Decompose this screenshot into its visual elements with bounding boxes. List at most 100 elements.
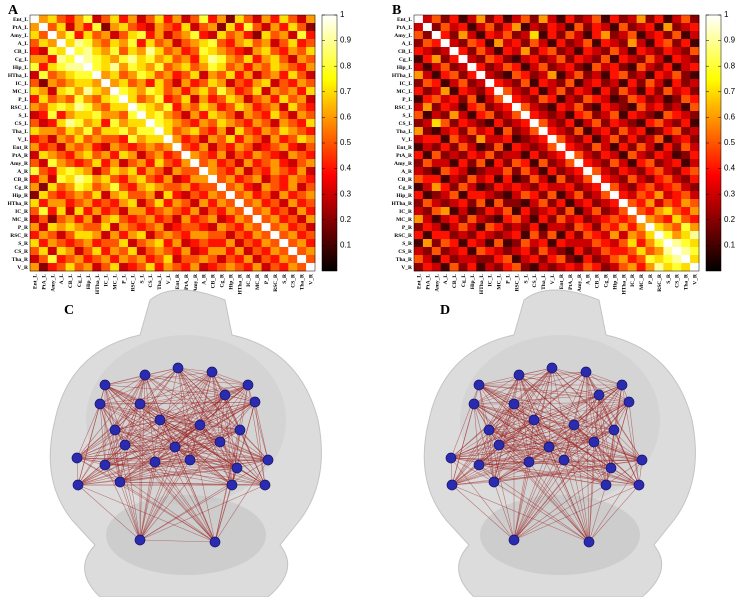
heatmap-cell [38, 223, 49, 232]
heatmap-cell [592, 103, 602, 112]
heatmap-cell [47, 15, 58, 24]
heatmap-cell [65, 111, 75, 120]
heatmap-cell [30, 247, 40, 256]
heatmap-cell [119, 23, 129, 32]
heatmap-cell [485, 255, 495, 264]
heatmap-cell [261, 31, 271, 40]
heatmap-cell [556, 239, 566, 248]
heatmap-cell [56, 151, 66, 160]
colorbar-tick-label: 0.8 [724, 61, 736, 70]
heatmap-cell [672, 119, 682, 128]
heatmap-cell [476, 231, 486, 240]
heatmap-cell [627, 23, 637, 32]
network-edge [154, 461, 266, 486]
network-node [528, 414, 540, 426]
x-tick-label: IC_R [630, 273, 636, 287]
heatmap-cell [414, 135, 424, 144]
heatmap-cell [252, 127, 262, 136]
heatmap-cell [270, 135, 280, 144]
heatmap-cell [101, 135, 111, 144]
heatmap-cell [65, 223, 75, 232]
heatmap-cell [583, 175, 593, 184]
heatmap-cell [654, 247, 664, 256]
heatmap-cell [101, 23, 111, 32]
heatmap-cell [414, 175, 424, 184]
network-edge [478, 384, 630, 403]
heatmap-cell [663, 143, 673, 152]
heatmap-cell [503, 71, 513, 80]
heatmap-cell [47, 119, 58, 128]
heatmap-cell [431, 175, 442, 184]
heatmap-cell [38, 47, 49, 56]
heatmap-cell [440, 87, 450, 96]
heatmap-cell [234, 231, 245, 240]
heatmap-cell [297, 15, 307, 24]
heatmap-cell [83, 55, 93, 64]
heatmap-cell [592, 39, 602, 48]
network-node [119, 439, 131, 451]
network-edge [451, 446, 550, 486]
heatmap-cell [65, 31, 75, 40]
heatmap-cell [574, 215, 584, 224]
heatmap-cell [92, 183, 102, 192]
heatmap-cell [38, 263, 49, 272]
heatmap-cell [547, 135, 557, 144]
heatmap-cell [65, 263, 75, 272]
heatmap-cell [583, 111, 593, 120]
heatmap-cell [30, 223, 40, 232]
network-edge [450, 371, 587, 459]
heatmap-cell [297, 63, 307, 72]
heatmap-cell [414, 191, 424, 200]
x-tick-label: Tha_L [541, 274, 547, 290]
heatmap-cell [234, 47, 245, 56]
network-edge [451, 429, 490, 486]
heatmap-cell [83, 263, 93, 272]
heatmap-cell [538, 159, 548, 168]
heatmap-cell [565, 223, 575, 232]
heatmap-cell [56, 63, 66, 72]
heatmap-cell [65, 79, 75, 88]
heatmap-cell [672, 23, 682, 32]
network-edge [124, 444, 238, 469]
heatmap-cell [627, 127, 637, 136]
heatmap-cell [538, 103, 548, 112]
heatmap-cell [547, 255, 557, 264]
heatmap-cell [154, 167, 164, 176]
heatmap-cell [243, 55, 253, 64]
heatmap-cell [306, 15, 316, 24]
heatmap-cell [288, 247, 298, 256]
heatmap-cell [467, 39, 477, 48]
network-edge [119, 401, 256, 483]
y-tick-label: RSC_L [395, 105, 413, 111]
heatmap-cell [458, 247, 468, 256]
heatmap-cell [47, 175, 58, 184]
heatmap-cell [261, 263, 271, 272]
y-tick-label: A_L [402, 41, 413, 47]
heatmap-cell [601, 151, 611, 160]
heatmap-cell [494, 231, 504, 240]
heatmap-cell [449, 183, 459, 192]
heatmap-cell [154, 231, 164, 240]
heatmap-cell [458, 111, 468, 120]
network-edge [513, 419, 535, 541]
heatmap-cell [217, 47, 227, 56]
heatmap-cell [145, 215, 155, 224]
brain-region [106, 495, 266, 575]
heatmap-cell [414, 231, 424, 240]
heatmap-cell [422, 215, 433, 224]
heatmap-cell [38, 31, 49, 40]
y-tick-label: Amy_L [10, 33, 28, 39]
network-edge [513, 484, 607, 541]
x-tick-label: Hip_R [612, 273, 618, 290]
heatmap-cell [547, 143, 557, 152]
heatmap-cell [458, 143, 468, 152]
heatmap-cell [636, 231, 646, 240]
heatmap-cell [440, 55, 450, 64]
heatmap-cell [65, 103, 75, 112]
network-node [206, 366, 218, 378]
heatmap-cell [56, 127, 66, 136]
heatmap-cell [101, 103, 111, 112]
heatmap-cell [181, 263, 191, 272]
heatmap-cell [74, 95, 84, 104]
heatmap-cell [83, 71, 93, 80]
